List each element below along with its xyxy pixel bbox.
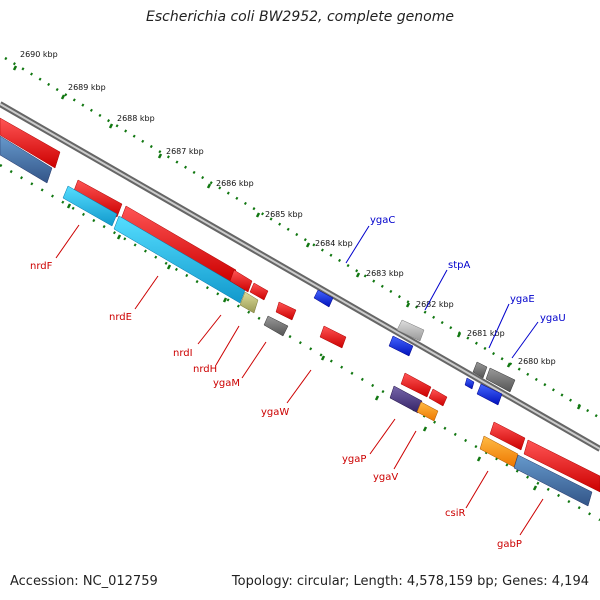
gene-label-nrdE: nrdE: [109, 312, 132, 323]
tick-label: 2683 kbp: [366, 269, 404, 278]
bottom-label-leaders: [55, 224, 544, 536]
genome-backbone: [0, 101, 600, 452]
gene-feature: [416, 401, 439, 422]
gene-label-ygaW: ygaW: [261, 407, 289, 418]
gene-feature: [319, 325, 347, 349]
gene-feature: [0, 117, 61, 169]
gene-feature: [489, 421, 526, 451]
gene-feature: [476, 383, 503, 406]
tick-label: 2690 kbp: [20, 50, 58, 59]
gene-feature: [428, 388, 448, 407]
inner-tick-track: [0, 163, 600, 522]
gene-label-gabP: gabP: [497, 539, 522, 550]
gene-feature: [239, 291, 259, 314]
gene-feature: [62, 185, 118, 227]
gene-features: [0, 117, 600, 507]
gene-feature: [400, 372, 432, 398]
gene-feature: [523, 439, 600, 493]
tick-label: 2684 kbp: [315, 239, 353, 248]
map-title: Escherichia coli BW2952, complete genome: [146, 9, 454, 25]
gene-label-ygaC: ygaC: [370, 215, 395, 226]
gene-label-ygaP: ygaP: [342, 454, 366, 465]
gene-feature: [113, 215, 246, 304]
gene-feature: [249, 282, 269, 301]
gene-feature: [229, 269, 253, 293]
genome-summary-text: Topology: circular; Length: 4,578,159 bp…: [231, 574, 589, 589]
gene-label-stpA: stpA: [448, 260, 470, 271]
bottom-gene-labels: nrdF nrdE nrdI nrdH ygaM ygaW ygaP ygaV …: [30, 261, 522, 550]
top-gene-labels: ygaC stpA ygaE ygaU: [370, 215, 566, 324]
gene-feature: [485, 367, 516, 393]
tick-label: 2689 kbp: [68, 83, 106, 92]
gene-feature: [120, 205, 237, 283]
top-label-leaders: [345, 225, 539, 359]
tick-label: 2680 kbp: [518, 357, 556, 366]
tick-label: 2686 kbp: [216, 179, 254, 188]
gene-label-nrdH: nrdH: [193, 364, 217, 375]
gene-label-ygaU: ygaU: [540, 313, 566, 324]
gene-label-nrdF: nrdF: [30, 261, 53, 272]
gene-feature: [464, 377, 475, 390]
tick-label: 2681 kbp: [467, 329, 505, 338]
tick-labels: 2690 kbp 2689 kbp 2688 kbp 2687 kbp 2686…: [20, 50, 556, 366]
gene-feature: [513, 454, 593, 507]
tick-label: 2688 kbp: [117, 114, 155, 123]
gene-label-ygaM: ygaM: [213, 378, 240, 389]
gene-feature: [263, 315, 289, 337]
tick-label: 2682 kbp: [416, 300, 454, 309]
gene-feature: [472, 361, 488, 379]
gene-label-nrdI: nrdI: [173, 348, 193, 359]
gene-feature: [0, 135, 53, 184]
major-ticks: [12, 65, 582, 410]
gene-feature: [389, 385, 423, 414]
gene-feature: [72, 179, 123, 218]
inner-ticks: [66, 203, 538, 491]
gene-feature: [396, 319, 425, 342]
gene-feature: [313, 289, 334, 308]
gene-feature: [388, 335, 414, 357]
accession-text: Accession: NC_012759: [10, 574, 158, 589]
gene-label-ygaV: ygaV: [373, 472, 398, 483]
gene-feature: [479, 435, 519, 468]
gene-label-csiR: csiR: [445, 508, 465, 519]
gene-label-ygaE: ygaE: [510, 294, 535, 305]
gene-feature: [275, 301, 297, 321]
tick-label: 2687 kbp: [166, 147, 204, 156]
tick-label: 2685 kbp: [265, 210, 303, 219]
